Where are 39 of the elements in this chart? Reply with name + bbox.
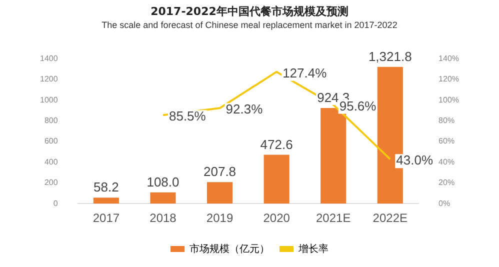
y-tick-label: 800 [44, 116, 58, 126]
y-tick-label: 1000 [40, 95, 58, 104]
x-tick-label: 2019 [206, 211, 234, 226]
y2-tick-label: 0% [438, 198, 450, 208]
x-tick-label: 2018 [150, 211, 177, 226]
data-label: 207.8 [204, 164, 236, 180]
y-tick-label: 400 [44, 157, 58, 166]
y2-tick-label: 120% [438, 74, 460, 84]
y2-tick-label: 40% [438, 157, 455, 166]
bar [264, 154, 290, 204]
y2-tick-label: 20% [438, 178, 455, 188]
data-label: 58.2 [94, 180, 119, 195]
data-label: 43.0% [396, 152, 434, 168]
data-label: 1,321.8 [368, 48, 412, 64]
y-tick-label: 1400 [40, 54, 58, 64]
bar [150, 192, 176, 204]
bar [206, 182, 233, 204]
x-tick-label: 2020 [263, 211, 290, 226]
bar [93, 198, 119, 204]
y2-tick-label: 80% [438, 116, 455, 126]
y2-tick-label: 60% [438, 136, 455, 146]
legend-label: 市场规模（亿元） [190, 242, 270, 255]
legend-label: 增长率 [298, 242, 328, 255]
data-label: 127.4% [282, 65, 328, 80]
data-label: 472.6 [260, 136, 293, 152]
y-tick-label: 200 [44, 178, 58, 188]
x-tick-label: 2022E [372, 211, 408, 226]
chart-title: 2017-2022年中国代餐市场规模及预测 [150, 4, 350, 19]
x-tick-label: 2017 [92, 211, 120, 226]
y-tick-label: 0 [53, 198, 58, 208]
y-tick-label: 1200 [40, 74, 58, 84]
y-tick-label: 600 [44, 136, 58, 146]
x-tick-label: 2021E [316, 211, 351, 226]
data-label: 108.0 [146, 174, 180, 190]
data-label: 92.3% [226, 102, 264, 117]
chart-subtitle: The scale and forecast of Chinese meal replacement market in 2017-2022 [100, 20, 398, 30]
y2-tick-label: 100% [438, 95, 460, 104]
data-label: 85.5% [168, 108, 206, 124]
y2-tick-label: 140% [438, 54, 460, 64]
